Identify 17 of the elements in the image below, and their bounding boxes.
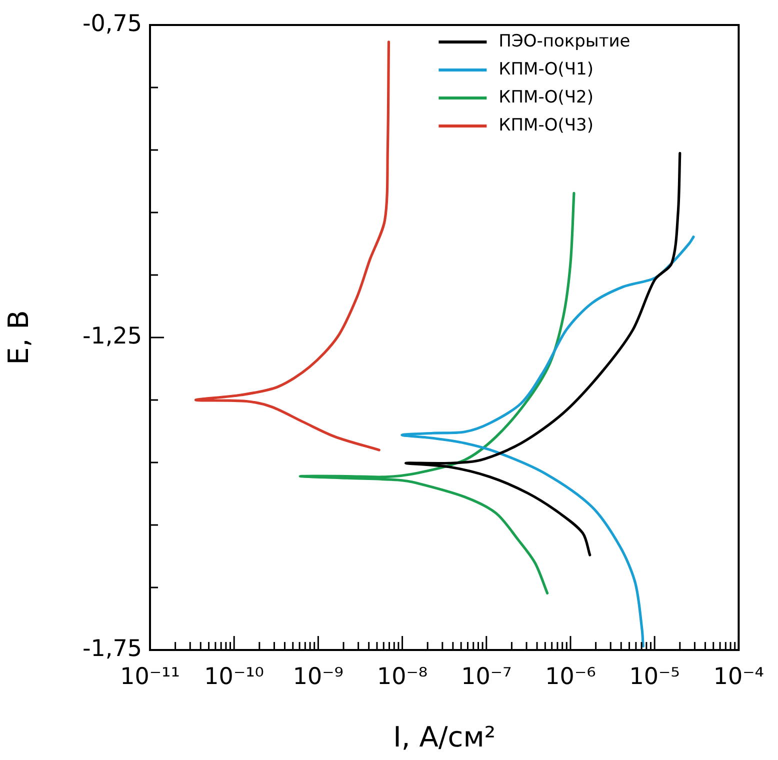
y-tick-label: -0,75 — [82, 10, 142, 37]
x-tick-label: 10⁻⁴ — [713, 664, 764, 690]
x-tick-label: 10⁻⁶ — [545, 664, 596, 690]
y-tick-label: -1,25 — [82, 323, 142, 350]
legend-label: КПМ-О(Ч1) — [498, 59, 594, 80]
x-axis-title: I, A/см² — [393, 720, 496, 754]
x-tick-label: 10⁻⁹ — [292, 664, 344, 690]
legend-label: КПМ-О(Ч2) — [498, 87, 594, 108]
x-tick-label: 10⁻⁷ — [461, 664, 512, 690]
x-tick-label: 10⁻⁸ — [376, 664, 428, 690]
y-axis-title: E, B — [2, 310, 36, 365]
legend-label: КПМ-О(Ч3) — [498, 115, 594, 136]
x-tick-label: 10⁻⁵ — [629, 664, 680, 690]
x-tick-label: 10⁻¹⁰ — [204, 664, 264, 690]
legend-label: ПЭО-покрытие — [498, 31, 630, 52]
y-tick-label: -1,75 — [82, 636, 142, 662]
x-tick-label: 10⁻¹¹ — [120, 664, 180, 690]
